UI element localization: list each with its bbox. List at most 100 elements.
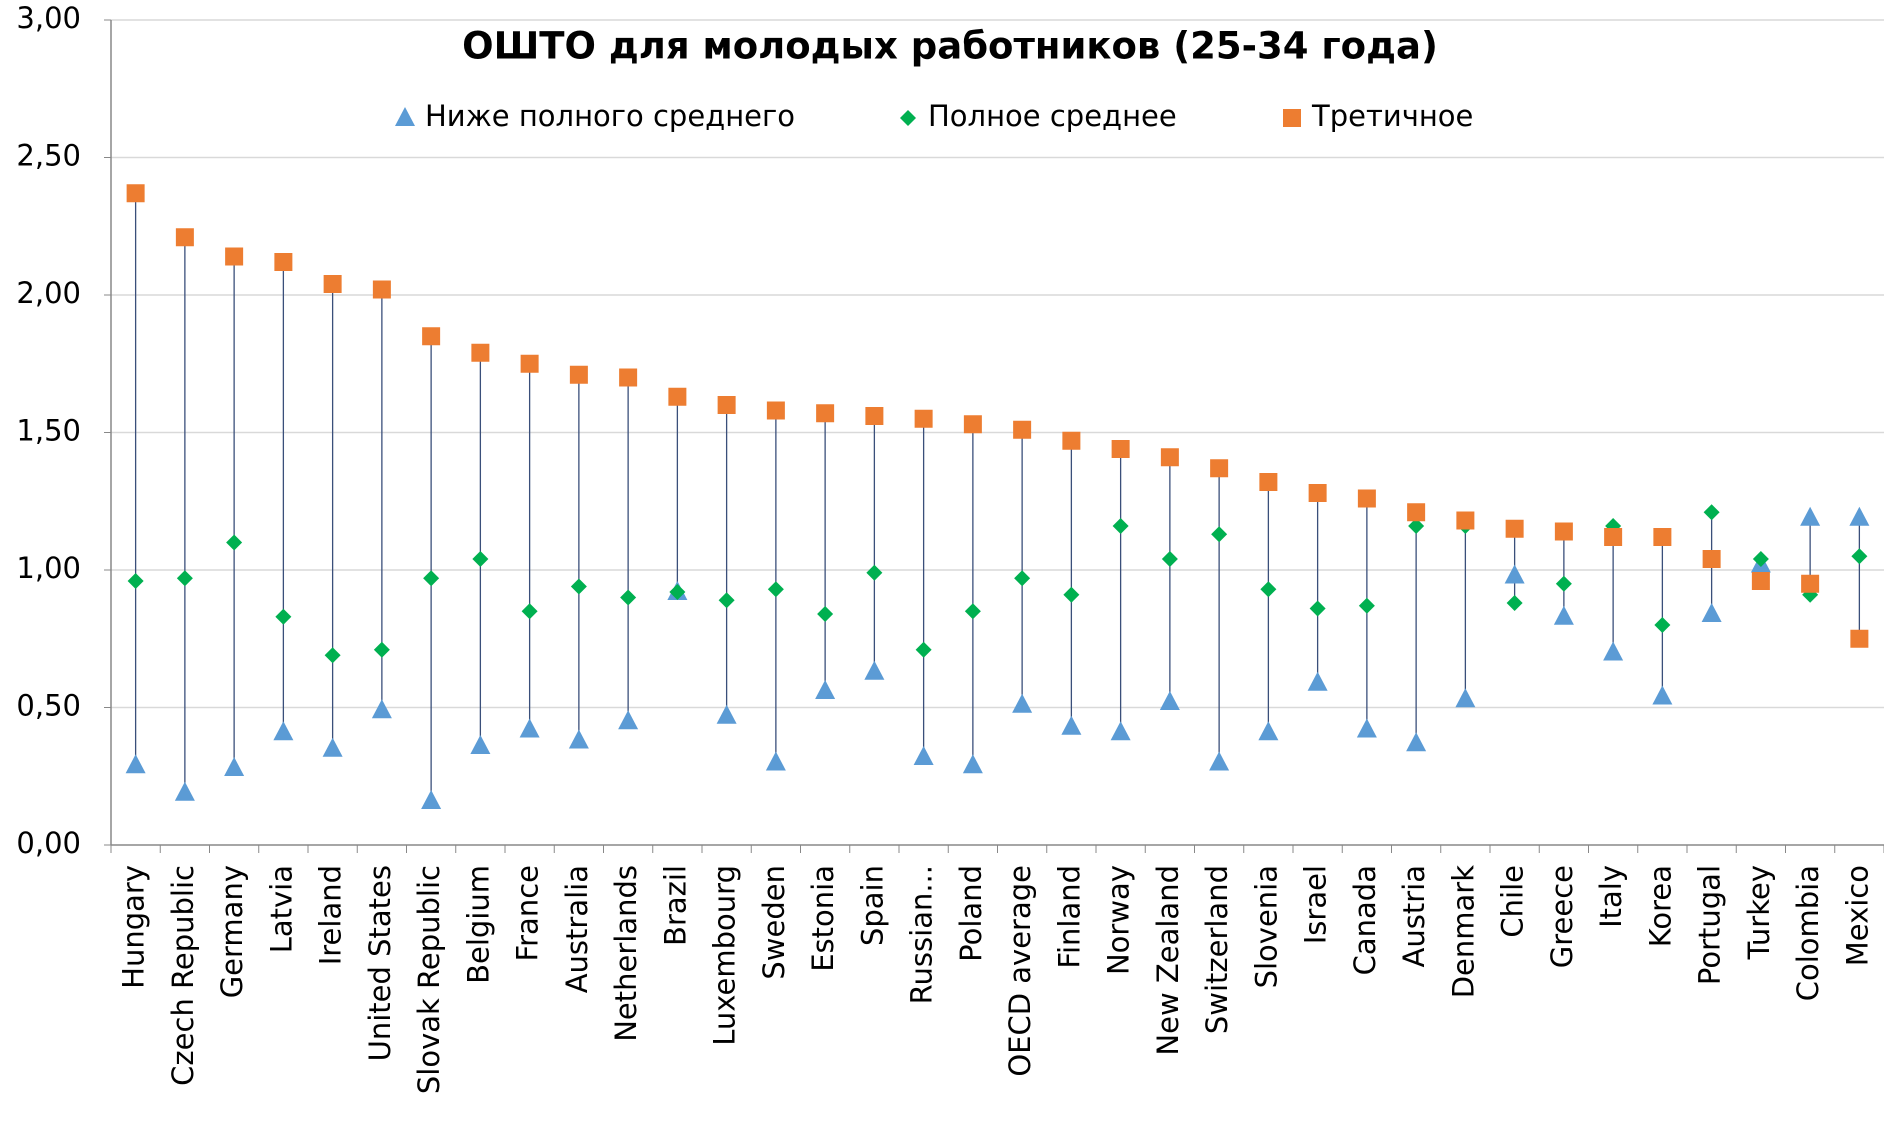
point <box>1211 526 1228 543</box>
x-tick-label: Denmark <box>1446 865 1480 998</box>
point <box>1260 581 1277 598</box>
point <box>1652 685 1673 705</box>
x-tick-label: Latvia <box>264 865 298 953</box>
point <box>226 534 243 551</box>
point <box>323 275 342 293</box>
point <box>324 647 341 664</box>
point <box>1653 528 1672 546</box>
x-tick-label: Germany <box>215 865 249 998</box>
point <box>717 396 736 414</box>
point <box>618 710 639 730</box>
x-tick-label: Switzerland <box>1200 865 1234 1034</box>
point <box>521 603 538 620</box>
point <box>964 603 981 620</box>
point <box>472 551 489 567</box>
point <box>914 409 933 428</box>
point <box>1849 506 1870 526</box>
y-tick-label: 1,00 <box>16 551 81 585</box>
point <box>322 737 343 757</box>
legend-marker <box>900 110 916 126</box>
point <box>716 704 737 724</box>
point <box>471 343 490 362</box>
point <box>422 327 441 346</box>
x-tick-label: Greece <box>1545 865 1579 968</box>
point <box>1259 473 1278 491</box>
point <box>569 365 588 384</box>
x-tick-label: New Zealand <box>1151 865 1185 1056</box>
point <box>275 608 292 625</box>
point <box>519 718 540 738</box>
point <box>1061 715 1082 735</box>
x-tick-label: Colombia <box>1791 865 1825 1001</box>
point <box>176 570 193 587</box>
x-tick-label: France <box>511 865 545 961</box>
x-tick-label: Canada <box>1348 865 1382 975</box>
x-tick-label: Hungary <box>117 865 151 989</box>
point <box>765 751 786 771</box>
point <box>1850 629 1869 648</box>
point <box>865 407 884 425</box>
point <box>568 729 589 749</box>
point <box>1555 575 1572 592</box>
point <box>1307 671 1328 691</box>
y-tick-label: 0,50 <box>16 689 81 723</box>
point <box>1506 595 1523 611</box>
point <box>1654 617 1671 633</box>
point <box>1504 564 1525 584</box>
point <box>619 368 638 387</box>
point <box>371 699 392 719</box>
point <box>1159 691 1180 710</box>
legend-marker <box>1283 109 1301 127</box>
x-tick-label: Finland <box>1052 865 1086 969</box>
point <box>1356 718 1377 738</box>
point <box>1110 721 1131 741</box>
point <box>866 564 883 581</box>
x-tick-label: Chile <box>1496 865 1530 938</box>
x-tick-label: Korea <box>1643 865 1677 947</box>
point <box>224 757 245 776</box>
point <box>372 280 391 299</box>
point <box>127 573 144 589</box>
point <box>1408 518 1425 534</box>
point <box>962 754 983 774</box>
point <box>225 247 244 266</box>
x-tick-label: Israel <box>1299 865 1333 944</box>
x-tick-label: Norway <box>1102 865 1136 975</box>
point <box>1505 519 1524 538</box>
chart-title: ОШТО для молодых работников (25-34 года) <box>462 25 1438 68</box>
x-tick-label: Spain <box>855 865 889 946</box>
point <box>1603 641 1624 661</box>
point <box>1161 551 1178 567</box>
point <box>766 401 785 420</box>
point <box>963 415 982 434</box>
x-tick-label: Sweden <box>757 865 791 980</box>
x-tick-label: Russian... <box>905 865 939 1004</box>
point <box>1209 751 1230 771</box>
point <box>913 746 934 765</box>
x-tick-label: Italy <box>1594 865 1628 928</box>
point <box>1210 459 1229 478</box>
point <box>175 228 194 247</box>
point <box>470 735 491 754</box>
y-tick-label: 2,50 <box>16 139 81 173</box>
x-tick-label: Belgium <box>461 865 495 984</box>
point <box>1309 600 1326 617</box>
point <box>1112 518 1129 534</box>
legend-marker <box>395 107 415 126</box>
point <box>373 641 390 658</box>
x-tick-label: United States <box>363 865 397 1061</box>
point <box>1702 550 1721 568</box>
point <box>570 578 587 595</box>
point <box>1357 489 1376 508</box>
point <box>1851 548 1868 565</box>
point <box>668 387 687 406</box>
x-tick-label: Poland <box>954 865 988 962</box>
x-tick-label: Czech Republic <box>166 865 200 1086</box>
point <box>1703 504 1720 521</box>
point <box>718 592 735 609</box>
legend-label: Полное среднее <box>928 99 1177 133</box>
point <box>1604 528 1623 546</box>
x-tick-label: Turkey <box>1742 865 1776 960</box>
point <box>1160 448 1179 467</box>
